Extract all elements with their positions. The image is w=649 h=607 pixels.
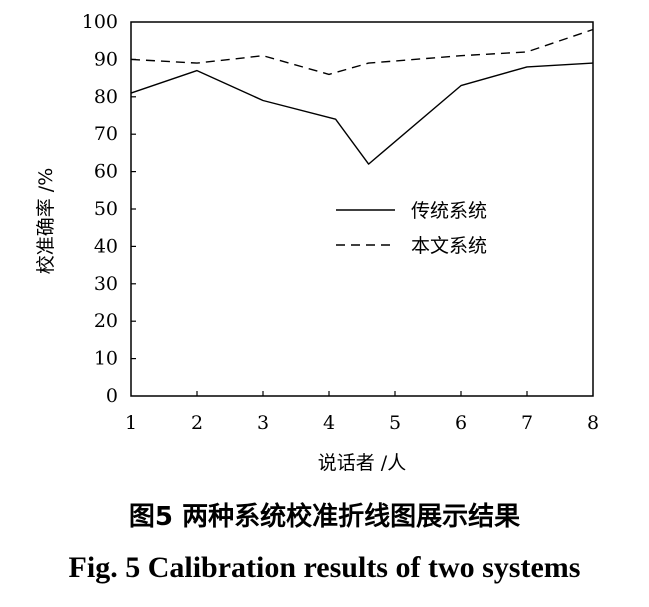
plot-frame [130, 21, 594, 397]
line-chart: 0 10 20 30 40 50 60 70 80 90 100 1 2 3 4 5 6 7 8 传统系统本文系统… [35, 11, 599, 474]
x-tick-label: 8 [587, 412, 599, 434]
y-tick-label: 70 [94, 123, 118, 145]
y-axis-title: 校准确率 /% [35, 168, 57, 275]
x-tick-label: 1 [125, 412, 137, 434]
x-axis-title: 说话者 /人 [318, 452, 406, 474]
y-tick-label: 50 [94, 198, 118, 220]
y-tick-label: 90 [94, 48, 118, 70]
y-tick-label: 60 [94, 161, 118, 183]
x-tick-label: 4 [323, 412, 335, 434]
x-tick-label: 3 [257, 412, 269, 434]
series-line-2 [130, 28, 594, 76]
series-line-1 [130, 62, 594, 165]
series-layer [130, 28, 594, 165]
legend-label-2: 本文系统 [411, 235, 487, 257]
y-tick-label: 40 [94, 235, 118, 257]
y-axis-ticks: 0 10 20 30 40 50 60 70 80 90 100 [82, 11, 136, 407]
y-tick-label: 100 [82, 11, 118, 33]
x-tick-label: 5 [389, 412, 401, 434]
x-axis-ticks: 1 2 3 4 5 6 7 8 [125, 391, 599, 434]
y-tick-label: 0 [106, 385, 118, 407]
y-tick-label: 30 [94, 273, 118, 295]
x-tick-label: 7 [521, 412, 533, 434]
figure-caption-chinese: 图5 两种系统校准折线图展示结果 [128, 502, 521, 532]
figure-caption-english: Fig. 5 Calibration results of two system… [68, 551, 581, 584]
x-tick-label: 2 [191, 412, 203, 434]
x-tick-label: 6 [455, 412, 467, 434]
legend-label-1: 传统系统 [411, 200, 487, 222]
y-tick-label: 80 [94, 86, 118, 108]
y-tick-label: 10 [94, 348, 118, 370]
plot-area [130, 21, 594, 397]
y-tick-label: 20 [94, 310, 118, 332]
